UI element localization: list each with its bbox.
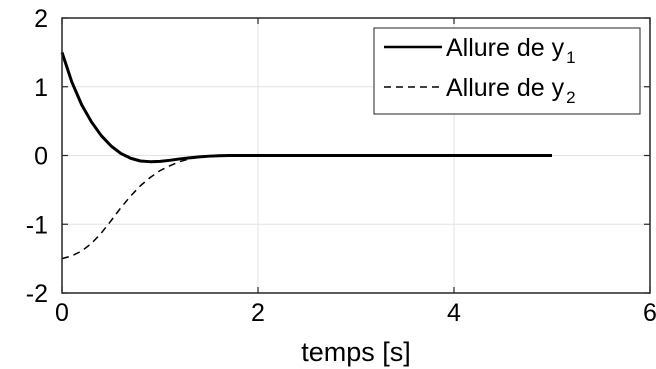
series-line-2 <box>61 154 229 260</box>
series-line-1 <box>60 51 552 164</box>
tick-labels: 0 2 4 6 2 1 0 -1 -2 <box>26 5 656 327</box>
legend-box <box>373 27 641 115</box>
series-lines <box>60 51 552 260</box>
y-tick-label: 0 <box>34 143 48 171</box>
x-axis-label: temps [s] <box>301 337 411 367</box>
x-tick-label: 0 <box>55 299 69 327</box>
y-tick-label: 1 <box>34 74 48 102</box>
axis-ticks <box>61 17 651 294</box>
y-tick-label: 2 <box>34 5 48 33</box>
x-tick-label: 6 <box>643 299 656 327</box>
x-tick-label: 4 <box>447 299 461 327</box>
y-tick-label: -1 <box>26 211 48 239</box>
y-tick-label: -2 <box>26 280 48 308</box>
x-tick-label: 2 <box>251 299 265 327</box>
